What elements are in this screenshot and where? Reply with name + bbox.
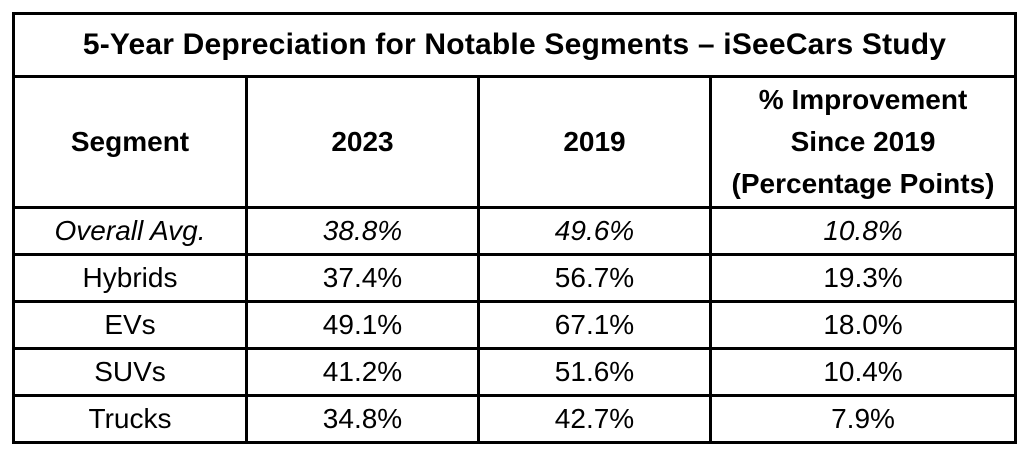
cell-2023-value: 49.1% (245, 300, 480, 350)
table-row-hybrids: Hybrids 37.4% 56.7% 19.3% (12, 253, 1018, 303)
table-row-overall-avg: Overall Avg. 38.8% 49.6% 10.8% (12, 206, 1018, 256)
table-title-row: 5-Year Depreciation for Notable Segments… (11, 12, 1018, 78)
cell-2019-value: 51.6% (477, 347, 712, 397)
cell-improvement-value: 18.0% (708, 300, 1018, 350)
column-header-segment: Segment (12, 75, 248, 209)
table-title: 5-Year Depreciation for Notable Segments… (11, 12, 1018, 78)
column-header-2023: 2023 (245, 75, 480, 209)
cell-segment: SUVs (12, 347, 248, 397)
table-row-suvs: SUVs 41.2% 51.6% 10.4% (12, 347, 1018, 397)
column-header-improvement: % Improvement Since 2019 (Percentage Poi… (708, 75, 1018, 209)
depreciation-table: 5-Year Depreciation for Notable Segments… (11, 12, 1018, 444)
column-header-2019: 2019 (477, 75, 712, 209)
cell-segment: Trucks (12, 394, 248, 444)
cell-improvement-value: 7.9% (708, 394, 1018, 444)
cell-segment: Hybrids (12, 253, 248, 303)
cell-2023-value: 41.2% (245, 347, 480, 397)
table-header-row: Segment 2023 2019 % Improvement Since 20… (12, 75, 1018, 209)
cell-2023-value: 37.4% (245, 253, 480, 303)
cell-2023-value: 38.8% (245, 206, 480, 256)
cell-improvement-value: 10.4% (708, 347, 1018, 397)
cell-2019-value: 42.7% (477, 394, 712, 444)
table-row-evs: EVs 49.1% 67.1% 18.0% (12, 300, 1018, 350)
cell-improvement-value: 10.8% (708, 206, 1018, 256)
cell-2019-value: 67.1% (477, 300, 712, 350)
table-row-trucks: Trucks 34.8% 42.7% 7.9% (12, 394, 1018, 444)
cell-segment: EVs (12, 300, 248, 350)
cell-2019-value: 49.6% (477, 206, 712, 256)
cell-improvement-value: 19.3% (708, 253, 1018, 303)
cell-2023-value: 34.8% (245, 394, 480, 444)
cell-2019-value: 56.7% (477, 253, 712, 303)
cell-segment: Overall Avg. (12, 206, 248, 256)
